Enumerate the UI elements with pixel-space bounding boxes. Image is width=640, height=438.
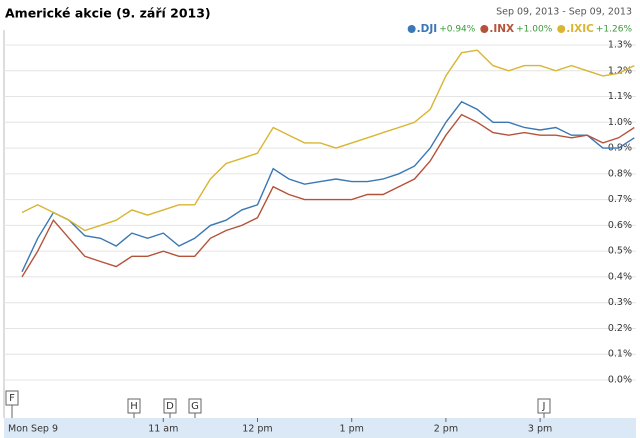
legend-change: +1.26% — [596, 25, 633, 35]
series-line — [21, 113, 635, 278]
y-tick-label: 1.0% — [608, 117, 632, 128]
chart-title: Americké akcie (9. září 2013) — [5, 6, 211, 21]
legend-name: .INX — [489, 23, 514, 35]
legend-marker — [407, 25, 416, 33]
y-tick-label: 1.1% — [608, 91, 632, 102]
x-tick-label: 2 pm — [434, 424, 458, 435]
y-tick-label: 0.5% — [608, 246, 632, 257]
x-tick-label: 12 pm — [242, 424, 272, 435]
time-bar — [4, 418, 636, 438]
y-tick-label: 0.2% — [608, 323, 632, 334]
x-tick-label: 1 pm — [340, 424, 364, 435]
y-tick-label: 0.8% — [608, 168, 632, 179]
y-tick-label: 1.2% — [608, 65, 632, 76]
y-tick-label: 0.6% — [608, 220, 632, 231]
flag: J — [542, 401, 546, 412]
flag: H — [130, 401, 138, 412]
legend-name: .DJI — [417, 23, 438, 35]
x-tick-label: Mon Sep 9 — [8, 424, 58, 435]
legend-change: +1.00% — [516, 25, 553, 35]
y-tick-label: 0.4% — [608, 271, 632, 282]
x-tick-label: 3 pm — [528, 424, 552, 435]
legend-marker — [480, 25, 489, 33]
y-tick-label: 0.0% — [608, 375, 632, 386]
legend-change: +0.94% — [439, 25, 476, 35]
legend-marker — [557, 25, 566, 33]
y-tick-label: 0.1% — [608, 349, 632, 360]
series-line — [21, 100, 635, 273]
y-tick-label: 0.7% — [608, 194, 632, 205]
flag: D — [166, 401, 174, 412]
legend-name: .IXIC — [566, 23, 594, 35]
y-tick-label: 0.9% — [608, 143, 632, 154]
flag: G — [191, 401, 199, 412]
date-range: Sep 09, 2013 - Sep 09, 2013 — [496, 7, 632, 18]
series-line — [21, 49, 635, 232]
y-tick-label: 1.3% — [608, 40, 632, 51]
x-tick-label: 11 am — [148, 424, 178, 435]
y-tick-label: 0.3% — [608, 297, 632, 308]
flag: F — [9, 393, 15, 404]
flags: F H D G J — [5, 390, 551, 418]
